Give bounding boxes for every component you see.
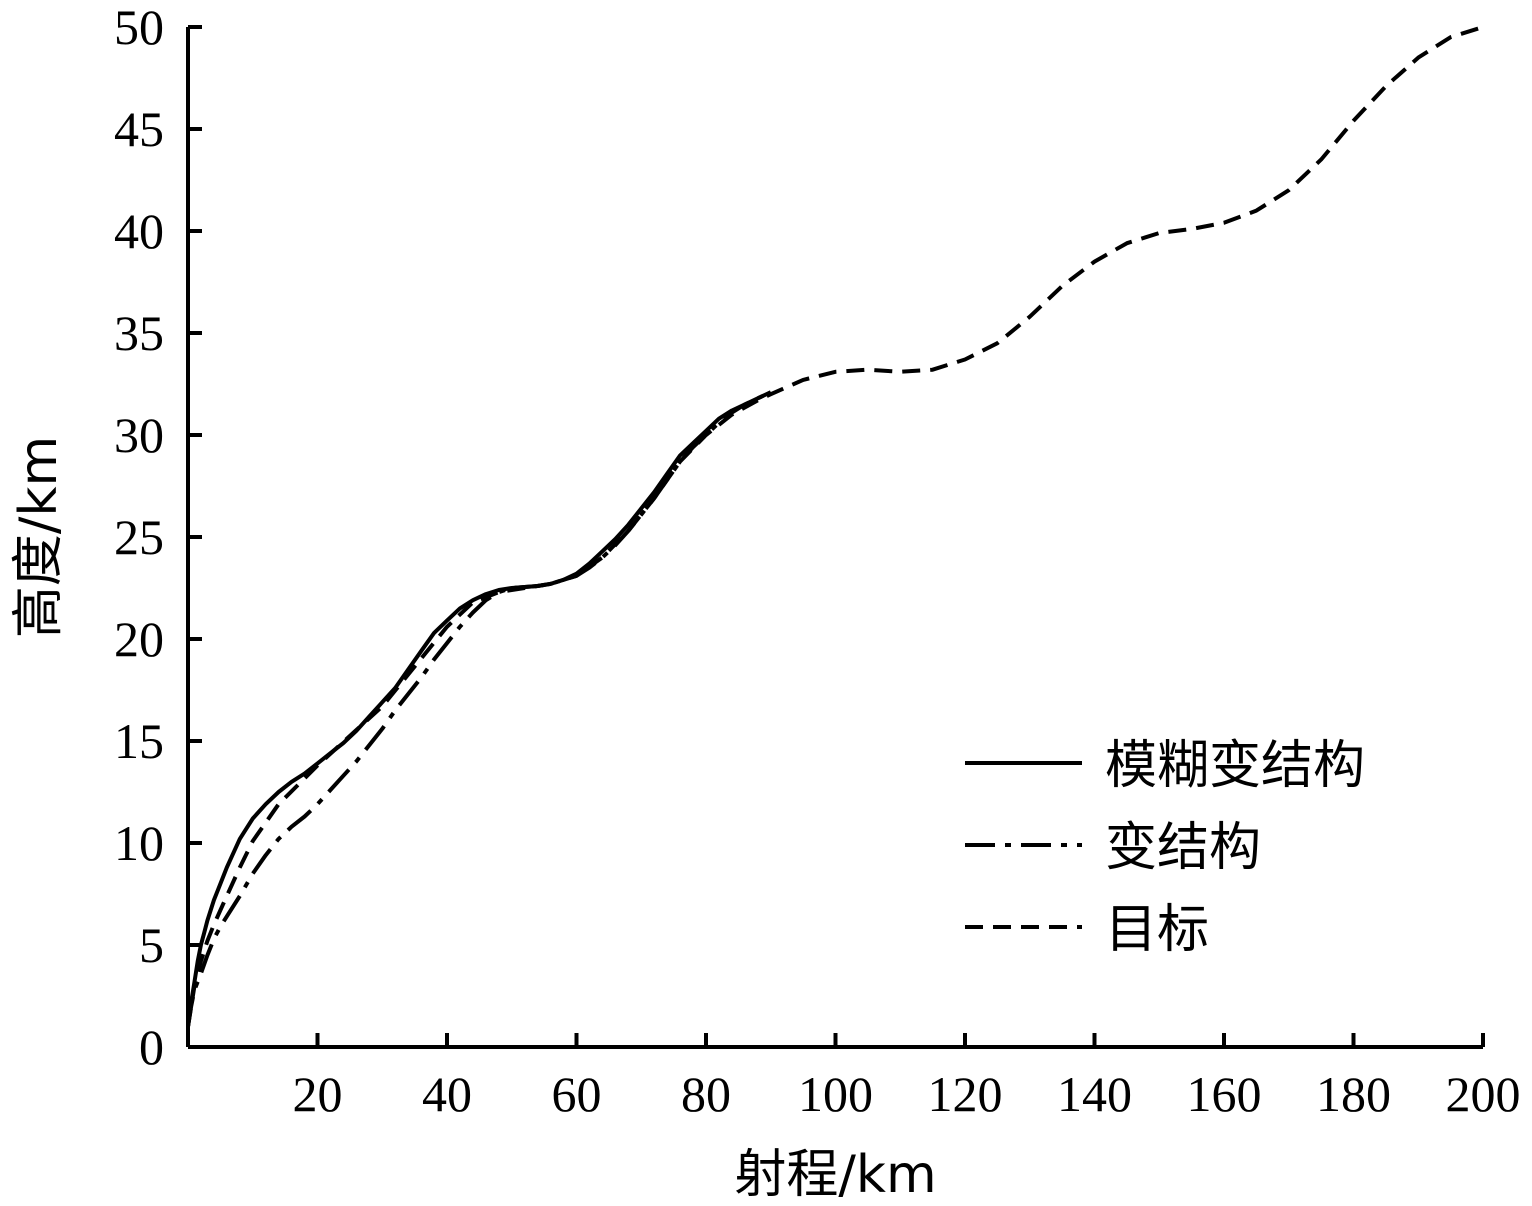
x-tick-label: 40 <box>422 1066 472 1122</box>
y-tick-label: 25 <box>114 509 164 565</box>
y-axis-title: 高度/km <box>9 436 69 638</box>
x-tick-label: 160 <box>1187 1066 1262 1122</box>
y-tick-label: 10 <box>114 815 164 871</box>
plot-lines <box>186 25 1484 1027</box>
y-tick-label: 45 <box>114 101 164 157</box>
y-tick-label: 5 <box>139 917 164 973</box>
x-tick-label: 120 <box>928 1066 1003 1122</box>
x-tick-label: 180 <box>1316 1066 1391 1122</box>
x-tick-label: 60 <box>552 1066 602 1122</box>
y-tick-label: 20 <box>114 611 164 667</box>
y-tick-label: 35 <box>114 305 164 361</box>
x-tick-label: 100 <box>798 1066 873 1122</box>
y-tick-label: 0 <box>139 1019 164 1075</box>
series-line-2 <box>186 390 772 1027</box>
series-line-1 <box>186 390 772 1027</box>
x-tick-label: 80 <box>681 1066 731 1122</box>
y-tick-label: 50 <box>114 0 164 55</box>
x-tick-label: 20 <box>293 1066 343 1122</box>
legend-label: 变结构 <box>1105 818 1261 878</box>
y-tick-label: 15 <box>114 713 164 769</box>
legend-label: 模糊变结构 <box>1105 736 1365 796</box>
series-line-3 <box>186 25 1484 1027</box>
x-tick-label: 140 <box>1057 1066 1132 1122</box>
y-tick-label: 40 <box>114 203 164 259</box>
y-ticks: 0 5 10 15 20 25 30 35 40 45 50 <box>114 0 202 1075</box>
x-ticks: 20 40 60 80 100 120 140 160 180 200 <box>293 1033 1521 1122</box>
x-axis-title: 射程/km <box>734 1145 936 1205</box>
legend-label: 目标 <box>1105 900 1209 960</box>
axes <box>186 27 1483 1049</box>
x-tick-label: 200 <box>1446 1066 1521 1122</box>
y-tick-label: 30 <box>114 407 164 463</box>
